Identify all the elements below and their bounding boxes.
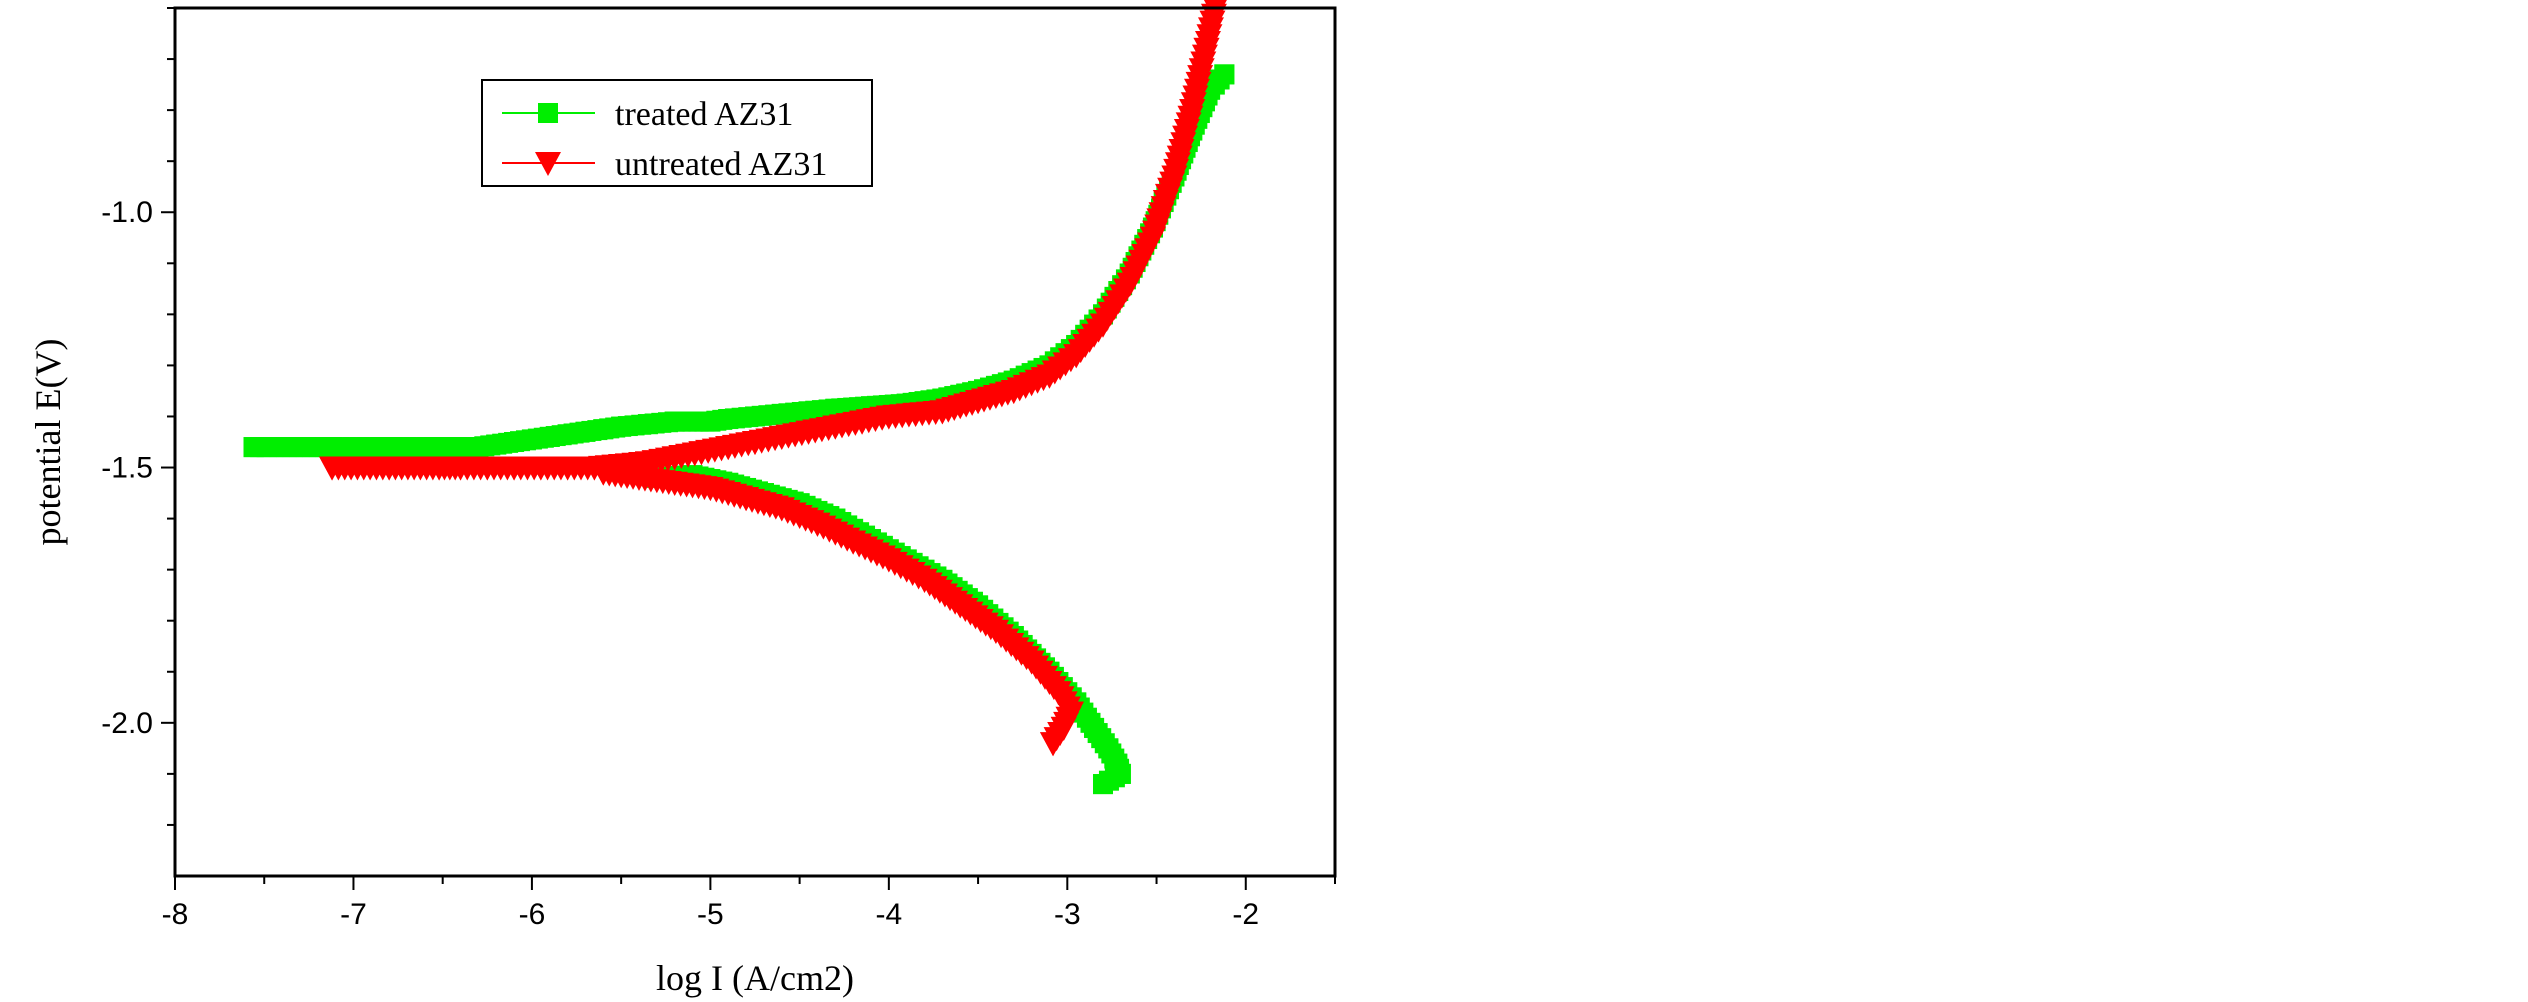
data-point (1204, 0, 1227, 21)
data-point (1214, 64, 1235, 85)
x-tick-label: -5 (697, 898, 724, 931)
x-tick-label: -3 (1054, 898, 1081, 931)
data-point (1093, 774, 1113, 795)
series-untreated (319, 0, 1227, 757)
legend-label-treated: treated AZ31 (615, 96, 793, 133)
x-axis: -8 -7 -6 -5 -4 -3 -2 (162, 876, 1336, 931)
x-tick-label: -7 (340, 898, 367, 931)
x-tick-label: -2 (1232, 898, 1259, 931)
data-point (1040, 732, 1067, 757)
plot-frame (173, 6, 1337, 878)
x-tick-label: -6 (519, 898, 546, 931)
y-tick-label: -1.0 (101, 196, 153, 229)
y-tick-label: -1.5 (101, 452, 153, 485)
legend-marker-untreated (535, 152, 561, 176)
x-tick-label: -4 (876, 898, 903, 931)
series-layer (243, 0, 1235, 795)
y-axis-title: potential E(V) (28, 339, 68, 546)
legend-label-untreated: untreated AZ31 (615, 146, 827, 183)
y-tick-label: -2.0 (101, 707, 153, 740)
legend-marker-treated (538, 103, 558, 123)
y-axis: -2.0 -1.5 -1.0 (101, 7, 175, 826)
x-tick-label: -8 (162, 898, 189, 931)
legend: treated AZ31 untreated AZ31 (481, 79, 873, 187)
x-axis-title: log I (A/cm2) (656, 958, 854, 998)
